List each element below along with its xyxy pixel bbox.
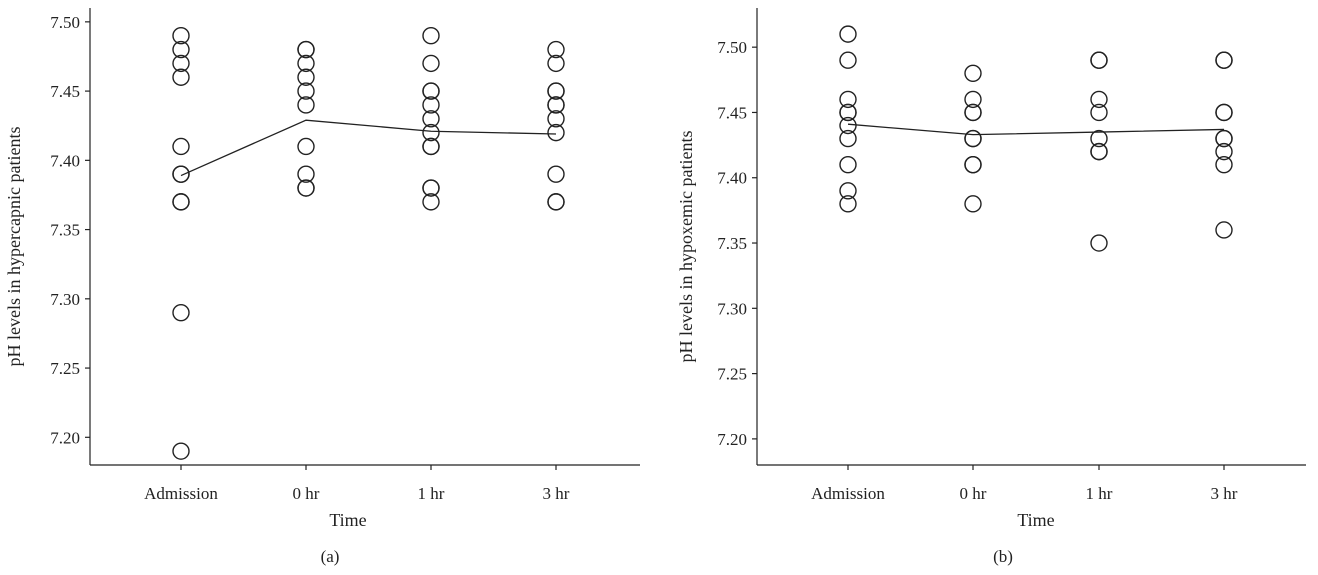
data-point: [547, 82, 565, 100]
data-point: [839, 90, 857, 109]
y-tick-label: 7.20: [717, 430, 747, 449]
y-tick-label: 7.30: [717, 299, 747, 318]
data-point: [1215, 155, 1233, 174]
x-axis-title: Time: [1017, 510, 1054, 530]
x-tick-label: 0 hr: [960, 484, 987, 503]
y-tick-label: 7.25: [50, 359, 80, 378]
panel-b: 7.20 7.25 7.30 7.35 7.40 7.45 7.50 Admission 0 h…: [676, 8, 1306, 566]
data-point: [297, 96, 315, 114]
data-point: [422, 110, 440, 128]
data-point: [422, 137, 440, 156]
data-point: [547, 54, 565, 73]
y-tick-label: 7.30: [50, 290, 80, 309]
data-point: [1215, 129, 1233, 148]
data-point: [297, 82, 315, 100]
panel-caption: (a): [321, 547, 340, 566]
y-tick-label: 7.35: [50, 221, 80, 240]
data-point: [839, 51, 857, 69]
x-tick-label: 1 hr: [1086, 484, 1113, 503]
data-point: [1090, 142, 1108, 161]
data-point: [964, 90, 982, 109]
data-point: [1215, 221, 1233, 239]
y-tick-label: 7.45: [717, 103, 747, 122]
data-point: [172, 193, 190, 211]
panel-caption: (b): [993, 547, 1013, 566]
x-tick-label: 3 hr: [543, 484, 570, 503]
data-point: [172, 54, 190, 73]
data-point: [172, 40, 190, 59]
data-point: [1090, 51, 1108, 69]
data-point: [172, 26, 190, 45]
data-point: [839, 182, 857, 200]
data-point: [422, 123, 440, 142]
y-tick-label: 7.40: [50, 151, 80, 170]
data-point: [1215, 142, 1233, 161]
data-point: [172, 442, 190, 460]
data-point: [1215, 51, 1233, 69]
x-tick-label: 0 hr: [293, 484, 320, 503]
data-point: [297, 137, 315, 156]
data-point: [964, 64, 982, 82]
data-point: [1215, 103, 1233, 122]
data-point: [964, 103, 982, 122]
data-point: [1090, 90, 1108, 109]
panel-a: 7.20 7.25 7.30 7.35 7.40 7.45 7.50 Admission 0 h…: [4, 8, 640, 566]
data-point: [1090, 234, 1108, 252]
data-point: [964, 129, 982, 148]
data-point: [422, 193, 440, 211]
data-point: [839, 195, 857, 213]
x-tick-label: 3 hr: [1211, 484, 1238, 503]
x-tick-label: Admission: [144, 484, 218, 503]
data-point: [422, 54, 440, 73]
data-point: [839, 155, 857, 174]
mean-line: [847, 123, 1225, 136]
y-tick-label: 7.35: [717, 234, 747, 253]
x-tick-label: Admission: [811, 484, 885, 503]
data-point: [839, 25, 857, 43]
mean-line: [180, 119, 557, 177]
data-point: [839, 116, 857, 135]
data-point: [547, 193, 565, 211]
x-tick-label: 1 hr: [418, 484, 445, 503]
x-axis-title: Time: [329, 510, 366, 530]
data-point: [547, 40, 565, 59]
data-point: [547, 165, 565, 183]
data-point: [172, 165, 190, 183]
y-tick-label: 7.50: [50, 13, 80, 32]
data-point: [964, 155, 982, 174]
data-point: [422, 26, 440, 45]
data-point: [172, 68, 190, 86]
data-point: [1090, 103, 1108, 122]
y-axis-title: pH levels in hypercapnic patients: [4, 127, 24, 367]
data-point: [964, 195, 982, 213]
data-point: [1090, 129, 1108, 148]
data-point: [839, 129, 857, 148]
data-point: [297, 165, 315, 183]
y-tick-label: 7.25: [717, 365, 747, 384]
data-point: [547, 110, 565, 128]
data-point: [422, 96, 440, 114]
y-tick-label: 7.20: [50, 428, 80, 447]
data-point: [422, 82, 440, 100]
y-tick-label: 7.40: [717, 169, 747, 188]
data-point: [297, 68, 315, 86]
data-point: [839, 103, 857, 122]
data-point: [422, 179, 440, 197]
data-point: [297, 40, 315, 59]
data-point: [547, 123, 565, 142]
y-axis-title: pH levels in hypoxemic patients: [676, 131, 696, 363]
data-point: [297, 54, 315, 73]
data-point: [172, 137, 190, 156]
data-point: [172, 303, 190, 322]
y-tick-label: 7.45: [50, 82, 80, 101]
data-point: [547, 96, 565, 114]
data-point: [297, 179, 315, 197]
y-tick-label: 7.50: [717, 38, 747, 57]
